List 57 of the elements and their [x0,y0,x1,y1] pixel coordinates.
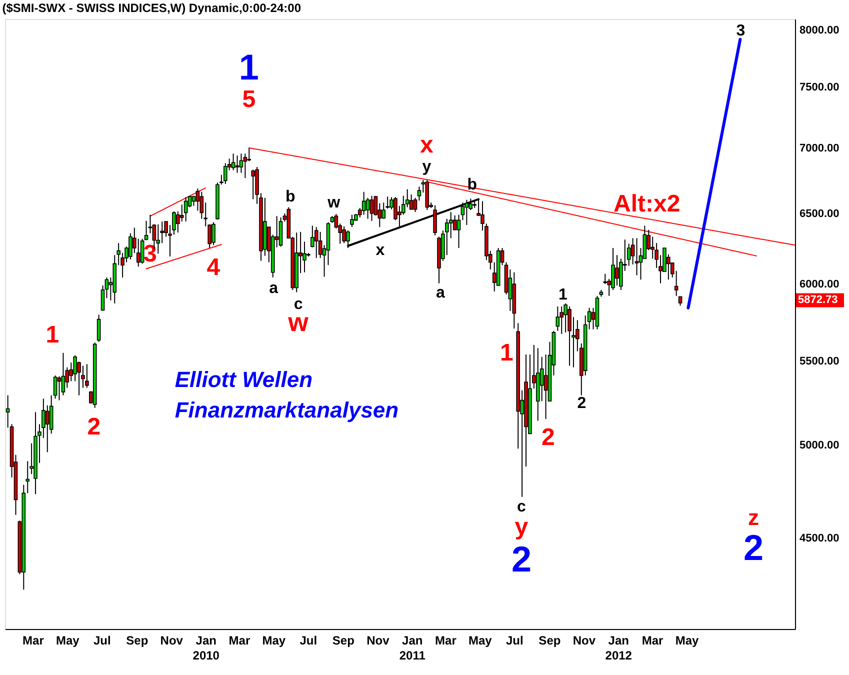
x-tick-label: May [468,634,492,648]
y-tick-label: 7500.00 [800,81,840,94]
annotation: 1 [46,321,60,348]
x-tick-label: Jul [93,634,111,648]
x-tick-label: Jul [300,634,318,648]
x-tick-label: Mar [642,634,664,648]
annotation: b [285,188,296,206]
annotation: 2 [577,394,586,412]
x-tick-label: May [262,634,286,648]
annotation: x [376,242,385,259]
x-tick-label: Jul [506,634,524,648]
x-tick-label: Nov [572,634,596,648]
x-tick-label: Nov [160,634,184,648]
annotation: 2 [87,414,101,441]
annotation: 5 [242,86,256,113]
annotation: y [514,513,529,540]
annotation: Alt:x2 [614,190,680,218]
y-tick-label: 8000.00 [800,24,840,36]
chart-title: ($SMI-SWX - SWISS INDICES,W) Dynamic,0:00-24:00 [2,1,302,15]
annotation: 3 [736,22,746,40]
x-tick-label: Mar [228,634,250,648]
y-tick-label: 7000.00 [800,142,840,154]
x-tick-label: Sep [126,634,148,648]
annotation: w [326,194,341,212]
x-tick-label: Jan 2012 [605,634,632,662]
annotation: 1 [238,46,259,88]
annotation: z [748,504,760,530]
annotation: 2 [511,538,532,580]
annotation: Elliott Wellen [174,367,313,392]
annotation: 1 [558,286,568,304]
annotation: x [420,131,434,158]
y-tick-label: 6000.00 [800,278,840,291]
text: 5872.73 [798,294,838,306]
annotation: 3 [143,240,157,268]
x-tick-label: Jan 2011 [399,634,426,662]
y-tick-label: 5500.00 [800,355,840,368]
annotation: 2 [541,424,555,452]
x-tick-label: Nov [366,634,390,648]
annotation: c [294,296,303,314]
annotation: a [436,284,446,302]
annotation: a [269,280,278,297]
x-tick-label: Sep [332,634,354,648]
annotation: Finanzmarktanalysen [174,397,399,422]
x-tick-label: May [56,634,80,648]
annotation: 2 [744,527,764,568]
y-tick-label: 6500.00 [800,208,840,220]
y-tick-label: 4500.00 [800,532,840,545]
x-tick-label: May [675,634,699,648]
x-tick-label: Mar [435,634,457,648]
x-tick-label: Jan 2010 [192,634,220,662]
annotation: c [517,498,526,516]
annotation: 1 [500,339,514,366]
annotation: 4 [206,254,221,281]
x-tick-label: Sep [538,634,561,648]
x-tick-label: Mar [22,634,44,648]
annotation: y [422,158,432,176]
y-tick-label: 5000.00 [800,440,840,452]
